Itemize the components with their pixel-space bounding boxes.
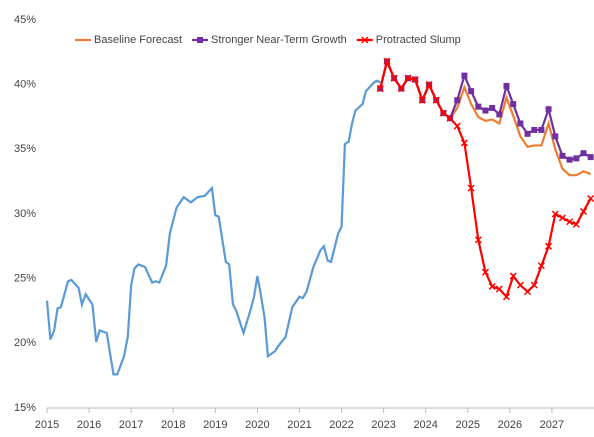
marker (446, 114, 454, 122)
legend-label: Stronger Near-Term Growth (211, 34, 347, 46)
marker (432, 96, 440, 104)
marker (474, 236, 482, 244)
marker (572, 220, 580, 228)
marker (390, 74, 398, 82)
marker (468, 88, 475, 95)
x-tick-label: 2021 (287, 419, 311, 431)
series-line (45, 79, 381, 376)
marker (573, 155, 580, 162)
marker (503, 82, 510, 89)
x-tick-label: 2027 (540, 419, 564, 431)
x-tick-label: 2024 (413, 419, 437, 431)
marker (545, 106, 552, 113)
marker (376, 85, 384, 93)
marker (537, 262, 545, 270)
marker (397, 85, 405, 93)
marker (552, 133, 559, 140)
x-tick-label: 2018 (161, 419, 185, 431)
marker (439, 109, 447, 117)
marker (411, 75, 419, 84)
marker (587, 154, 594, 161)
marker (502, 293, 511, 301)
x-tick-label: 2019 (203, 419, 227, 431)
marker (531, 126, 538, 133)
y-tick-label: 15% (14, 402, 36, 414)
marker (404, 74, 412, 82)
legend-marker (361, 36, 369, 44)
marker (559, 152, 566, 159)
y-tick-label: 25% (14, 273, 36, 285)
x-tick-label: 2017 (119, 419, 143, 431)
marker (587, 194, 594, 203)
marker (566, 218, 574, 226)
marker (383, 57, 391, 65)
legend-marker (197, 37, 204, 43)
x-tick-label: 2026 (498, 419, 522, 431)
marker (495, 285, 503, 293)
marker (454, 97, 461, 104)
y-tick-label: 20% (14, 337, 36, 349)
marker (489, 104, 496, 111)
marker (517, 120, 524, 127)
legend-label: Protracted Slump (376, 34, 461, 46)
legend-item: Baseline Forecast (75, 34, 182, 46)
y-tick-label: 35% (14, 143, 36, 155)
marker (460, 139, 468, 147)
x-tick-label: 2022 (329, 419, 353, 431)
marker (566, 156, 573, 163)
marker (523, 288, 532, 296)
marker (496, 111, 503, 118)
marker (461, 72, 468, 79)
marker (510, 101, 517, 108)
x-tick-label: 2016 (77, 419, 101, 431)
marker (580, 150, 587, 157)
marker (482, 107, 489, 114)
x-tick-label: 2023 (371, 419, 395, 431)
legend-label: Baseline Forecast (94, 34, 182, 46)
marker (453, 122, 461, 130)
marker (488, 282, 496, 290)
marker (467, 184, 475, 192)
marker (516, 281, 524, 289)
y-tick-label: 40% (14, 79, 36, 91)
series-line (379, 57, 592, 299)
marker (524, 130, 531, 137)
marker (481, 268, 489, 276)
marker (558, 214, 566, 222)
marker (545, 242, 553, 250)
marker (530, 281, 538, 289)
marker (509, 272, 517, 280)
marker (551, 210, 559, 218)
legend-item: Stronger Near-Term Growth (192, 34, 347, 46)
marker (538, 126, 545, 133)
y-tick-label: 45% (14, 14, 36, 26)
x-tick-label: 2020 (245, 419, 269, 431)
x-tick-label: 2015 (35, 419, 59, 431)
x-tick-label: 2025 (456, 419, 480, 431)
marker (579, 207, 588, 215)
legend-item: Protracted Slump (356, 34, 461, 46)
marker (475, 103, 482, 110)
y-tick-label: 30% (14, 208, 36, 220)
marker (418, 96, 426, 104)
marker (425, 81, 433, 89)
